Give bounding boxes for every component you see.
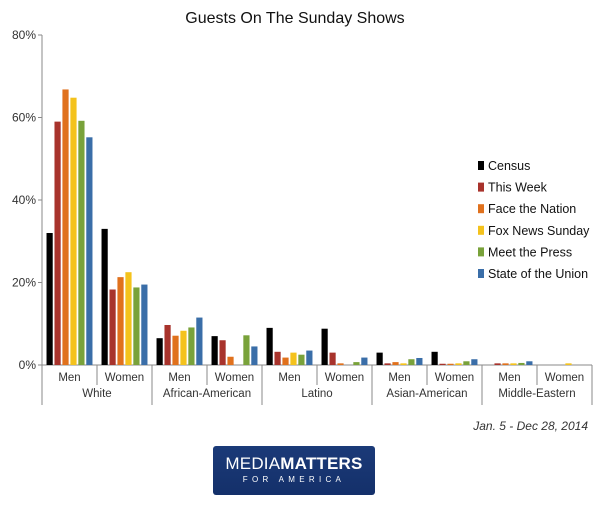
category-label: Women — [435, 372, 474, 384]
bar — [408, 359, 415, 365]
group-label: White — [82, 388, 111, 400]
bar — [431, 351, 438, 365]
bar — [439, 363, 446, 365]
bar — [211, 336, 218, 366]
legend-swatch — [478, 225, 484, 235]
category-label: Women — [545, 372, 584, 384]
bar — [117, 277, 124, 365]
bar — [400, 363, 407, 365]
category-label: Men — [168, 372, 190, 384]
bar — [133, 287, 140, 365]
bar — [455, 363, 462, 365]
bar — [78, 120, 85, 365]
bar — [266, 327, 273, 366]
bars — [46, 89, 572, 366]
bar — [274, 351, 281, 365]
bar — [384, 363, 391, 365]
bar — [180, 330, 187, 365]
chart: Guests On The Sunday Shows 0% 20% 40% 60% 80… — [12, 10, 593, 433]
legend-label: This Week — [488, 181, 548, 195]
bar — [62, 89, 69, 365]
bar — [518, 362, 525, 365]
bar — [471, 359, 478, 365]
category-label: Women — [325, 372, 364, 384]
bar — [329, 352, 336, 366]
legend: Census This Week Face the Nation Fox News S… — [478, 159, 590, 281]
bar — [70, 97, 77, 365]
bar — [353, 362, 360, 365]
category-label: Women — [105, 372, 144, 384]
legend-label: Meet the Press — [488, 245, 572, 259]
y-tick-label: 80% — [12, 28, 36, 42]
bar — [109, 289, 116, 365]
bar — [282, 357, 289, 365]
bar — [188, 327, 195, 365]
legend-swatch — [478, 269, 484, 278]
legend-label: State of the Union — [488, 267, 588, 281]
chart-title: Guests On The Sunday Shows — [185, 10, 404, 27]
bar — [46, 233, 53, 365]
media-matters-logo: MEDIAMATTERS FOR AMERICA — [213, 446, 375, 495]
bar — [227, 356, 234, 365]
category-label: Men — [498, 372, 520, 384]
group-label: Asian-American — [386, 388, 467, 400]
category-label: Women — [215, 372, 254, 384]
legend-label: Fox News Sunday — [488, 224, 590, 238]
bar — [376, 352, 383, 366]
bar — [156, 338, 163, 365]
group-label: African-American — [163, 388, 251, 400]
bar — [502, 363, 509, 365]
bar — [101, 228, 108, 366]
group-label: Middle-Eastern — [498, 388, 575, 400]
bar — [321, 328, 328, 365]
group-label: Latino — [301, 388, 332, 400]
bar — [416, 357, 423, 365]
bar — [494, 363, 501, 365]
bar — [526, 361, 533, 365]
bar — [565, 363, 572, 365]
logo-matters-text: MATTERS — [280, 454, 363, 473]
bar — [298, 354, 305, 365]
legend-swatch — [478, 161, 484, 170]
category-label: Men — [278, 372, 300, 384]
bar — [196, 317, 203, 365]
bar — [54, 121, 61, 366]
logo-wordmark: MEDIAMATTERS — [213, 455, 375, 473]
bar — [392, 362, 399, 365]
bar — [361, 357, 368, 365]
bar — [219, 340, 226, 365]
date-range-note: Jan. 5 - Dec 28, 2014 — [472, 419, 588, 433]
axes: 0% 20% 40% 60% 80% Men Women Men Women Men Women Me… — [12, 28, 593, 405]
bar — [243, 335, 250, 365]
legend-swatch — [478, 204, 484, 214]
logo-media-text: MEDIA — [225, 454, 281, 473]
y-tick-label: 20% — [12, 276, 36, 290]
bar — [164, 324, 171, 365]
bar — [306, 350, 313, 365]
legend-swatch — [478, 247, 484, 257]
bar — [290, 352, 297, 366]
bar — [86, 137, 93, 365]
bar — [510, 363, 517, 365]
y-tick-label: 40% — [12, 193, 36, 207]
bar — [172, 335, 179, 365]
y-tick-label: 60% — [12, 111, 36, 125]
category-label: Men — [58, 372, 80, 384]
bar — [251, 346, 258, 365]
bar — [337, 363, 344, 365]
category-label: Men — [388, 372, 410, 384]
logo-subtitle: FOR AMERICA — [242, 475, 346, 484]
legend-label: Face the Nation — [488, 202, 576, 216]
legend-label: Census — [488, 159, 530, 173]
bar — [463, 361, 470, 365]
bar — [141, 284, 148, 365]
bar — [447, 363, 454, 365]
y-tick-label: 0% — [19, 358, 37, 372]
legend-swatch — [478, 182, 484, 192]
bar — [125, 272, 132, 365]
